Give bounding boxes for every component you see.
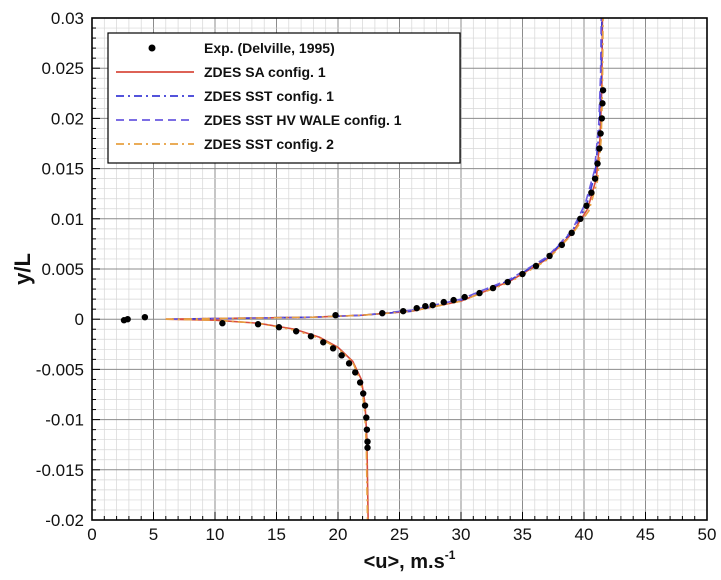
exp-data-point-7 <box>413 304 420 312</box>
legend-label: ZDES SST config. 2 <box>204 136 334 152</box>
y-axis-title: y/L <box>10 253 35 285</box>
exp-data-point-29 <box>599 100 606 107</box>
exp-data-point-21 <box>577 215 584 222</box>
x-tick-label: 45 <box>636 525 655 544</box>
x-tick-label: 5 <box>149 525 158 544</box>
y-tick-label: 0.025 <box>41 59 84 78</box>
exp-data-point-25 <box>594 160 601 167</box>
legend-entry-3: ZDES SST HV WALE config. 1 <box>116 112 402 128</box>
legend-box <box>107 32 461 164</box>
y-tick-label: -0.02 <box>45 511 84 530</box>
y-tick-label: 0 <box>75 310 84 329</box>
exp-data-point-46 <box>364 444 371 451</box>
x-tick-label: 35 <box>513 525 532 544</box>
x-tick-label: 25 <box>390 525 409 544</box>
exp-data-point-32 <box>275 324 283 331</box>
exp-data-point-3 <box>219 320 226 327</box>
x-tick-label: 30 <box>452 525 471 544</box>
legend-label: ZDES SST config. 1 <box>204 88 334 104</box>
exp-data-point-18 <box>546 252 553 260</box>
exp-data-point-37 <box>338 352 345 359</box>
exp-data-point-31 <box>254 321 262 328</box>
exp-data-point-33 <box>292 328 300 335</box>
exp-data-point-4 <box>332 311 339 319</box>
legend-label: ZDES SA config. 1 <box>204 64 326 80</box>
legend-entry-4: ZDES SST config. 2 <box>116 136 334 152</box>
x-tick-label: 40 <box>575 525 594 544</box>
exp-data-point-36 <box>329 345 337 352</box>
exp-data-point-40 <box>356 379 364 386</box>
y-tick-label: -0.005 <box>36 360 84 379</box>
x-tick-label: 0 <box>87 525 96 544</box>
axis-ticks <box>91 17 708 521</box>
exp-data-point-43 <box>363 414 370 421</box>
legend-marker <box>148 44 156 52</box>
series-line-3 <box>171 17 603 320</box>
y-axis-tick-labels: -0.02 -0.015 -0.01 -0.005 0 0.005 0.01 0.015 0.0… <box>36 9 84 530</box>
legend-entry-0: Exp. (Delville, 1995) <box>148 40 335 56</box>
legend-label: ZDES SST HV WALE config. 1 <box>204 112 402 128</box>
exp-data-point-1 <box>124 316 131 323</box>
exp-data-point-6 <box>399 307 407 315</box>
legend-label: Exp. (Delville, 1995) <box>204 40 335 56</box>
y-tick-label: 0.02 <box>51 109 84 128</box>
exp-data-point-2 <box>141 313 149 321</box>
exp-data-point-13 <box>476 289 483 297</box>
exp-data-point-35 <box>320 339 327 346</box>
exp-data-point-14 <box>489 284 497 292</box>
y-tick-label: 0.01 <box>51 210 84 229</box>
exp-data-point-30 <box>599 87 607 94</box>
x-axis-title-main: <u>, m.s <box>364 551 445 573</box>
x-axis-title-superscript: -1 <box>445 548 456 562</box>
exp-data-point-8 <box>422 302 429 310</box>
exp-data-point-12 <box>461 293 468 301</box>
legend-entry-2: ZDES SST config. 1 <box>116 88 334 104</box>
y-tick-label: 0.03 <box>51 9 84 28</box>
exp-data-point-9 <box>429 301 436 309</box>
exp-data-point-19 <box>558 241 566 249</box>
plot-series <box>120 17 607 521</box>
exp-data-point-45 <box>364 438 371 445</box>
exp-data-point-10 <box>440 298 447 306</box>
exp-data-point-34 <box>307 333 315 340</box>
legend-entry-1: ZDES SA config. 1 <box>116 64 326 80</box>
legend: Exp. (Delville, 1995) ZDES SA config. 1 ZD… <box>107 32 461 164</box>
exp-data-point-11 <box>450 296 457 304</box>
y-tick-label: -0.015 <box>36 461 84 480</box>
exp-data-point-28 <box>598 115 606 122</box>
exp-data-point-44 <box>363 426 371 433</box>
exp-data-point-22 <box>583 202 590 209</box>
legend-entries: Exp. (Delville, 1995) ZDES SA config. 1 ZD… <box>116 40 402 152</box>
exp-data-point-23 <box>588 189 595 196</box>
exp-data-point-39 <box>352 369 359 376</box>
series-line-5 <box>165 318 369 521</box>
x-axis-tick-labels: 0 5 10 15 20 25 30 35 40 45 50 <box>87 525 716 544</box>
x-tick-label: 50 <box>698 525 717 544</box>
exp-data-point-16 <box>519 270 526 278</box>
exp-data-point-20 <box>568 229 575 237</box>
x-axis-title: <u>, m.s-1 <box>364 548 456 573</box>
exp-data-point-27 <box>597 130 604 137</box>
exp-data-point-17 <box>532 262 540 270</box>
x-tick-label: 10 <box>206 525 225 544</box>
exp-data-point-5 <box>379 309 386 317</box>
y-tick-label: 0.015 <box>41 160 84 179</box>
exp-data-point-42 <box>361 402 369 409</box>
exp-data-point-38 <box>345 360 353 367</box>
series-line-4 <box>165 17 604 320</box>
x-tick-label: 15 <box>267 525 286 544</box>
y-tick-label: -0.01 <box>45 411 84 430</box>
exp-data-point-24 <box>591 175 599 182</box>
exp-data-point-15 <box>504 278 511 286</box>
x-tick-label: 20 <box>329 525 348 544</box>
exp-data-point-26 <box>596 145 603 152</box>
exp-data-point-41 <box>360 390 367 397</box>
y-tick-label: 0.005 <box>41 260 84 279</box>
